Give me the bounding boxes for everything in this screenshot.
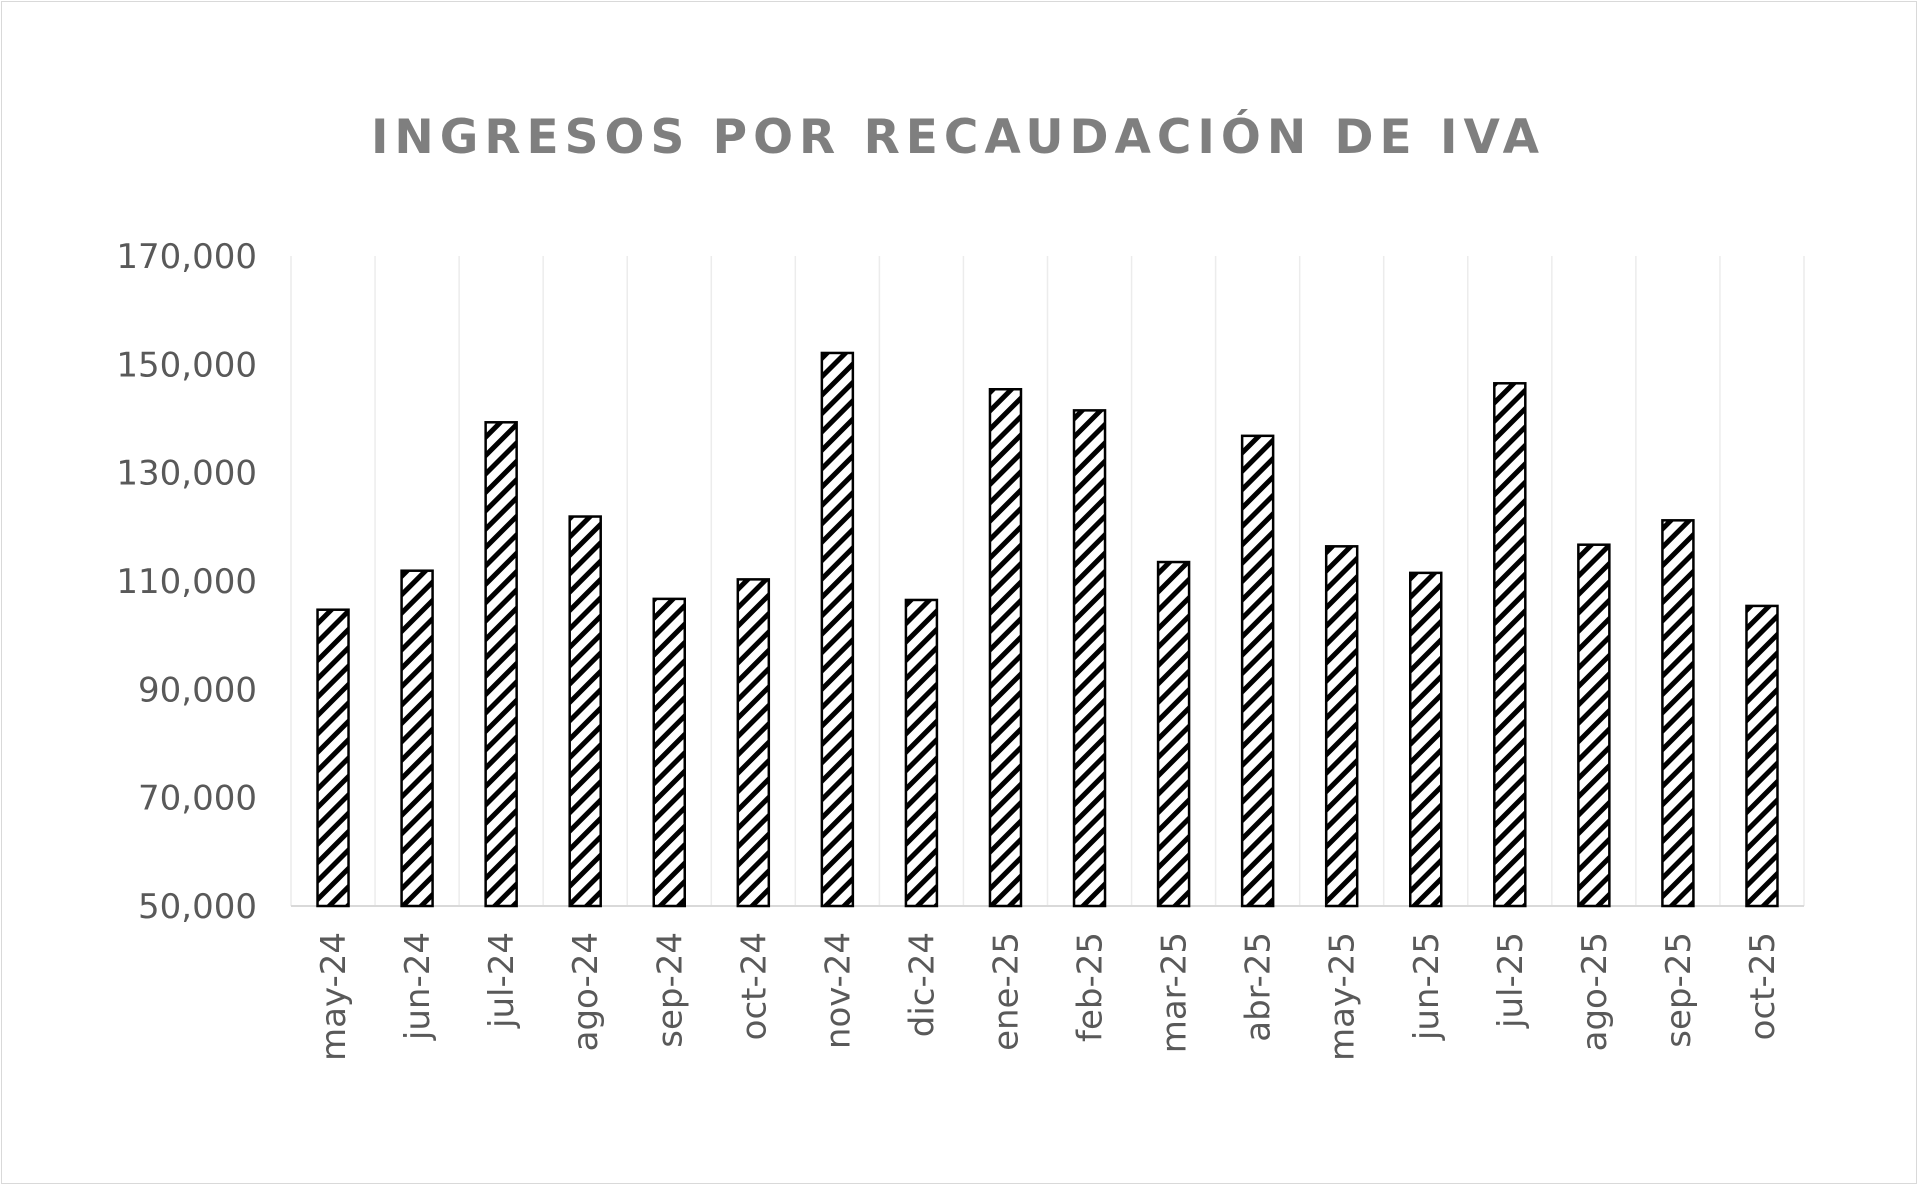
bar-jun-24 bbox=[400, 569, 434, 908]
bar-jun-25 bbox=[1409, 571, 1443, 908]
x-tick-label: jul-25 bbox=[1491, 932, 1531, 1029]
chart-title: INGRESOS POR RECAUDACIÓN DE IVA bbox=[371, 110, 1545, 165]
x-tick-label: dic-24 bbox=[902, 932, 942, 1037]
bar-sep-25 bbox=[1661, 519, 1695, 908]
bar-ago-25 bbox=[1577, 543, 1611, 908]
x-tick-label: oct-25 bbox=[1743, 932, 1783, 1040]
x-tick-label: mar-25 bbox=[1155, 932, 1195, 1053]
bar-ene-25 bbox=[988, 388, 1023, 908]
x-tick-label: feb-25 bbox=[1071, 932, 1111, 1042]
x-tick-label: jun-24 bbox=[398, 932, 438, 1041]
bar-sep-24 bbox=[652, 597, 686, 908]
x-tick-label: ago-24 bbox=[566, 932, 606, 1051]
bar-feb-25 bbox=[1072, 409, 1107, 908]
bar-may-24 bbox=[316, 608, 350, 908]
y-tick-label: 70,000 bbox=[138, 779, 257, 819]
x-tick-label: sep-24 bbox=[650, 932, 690, 1048]
y-tick-label: 90,000 bbox=[138, 670, 257, 710]
bar-dic-24 bbox=[904, 598, 939, 908]
y-tick-label: 110,000 bbox=[116, 562, 257, 602]
bar-ago-24 bbox=[568, 515, 602, 908]
bar-oct-24 bbox=[736, 578, 771, 908]
x-tick-label: ago-25 bbox=[1575, 932, 1615, 1051]
bar-may-25 bbox=[1324, 545, 1359, 908]
x-tick-label: jun-25 bbox=[1407, 932, 1447, 1041]
bar-nov-24 bbox=[820, 351, 855, 908]
x-tick-label: nov-24 bbox=[818, 932, 858, 1049]
y-tick-label: 170,000 bbox=[116, 237, 257, 277]
bar-oct-25 bbox=[1745, 604, 1779, 908]
x-tick-label: may-24 bbox=[314, 932, 354, 1061]
y-tick-label: 50,000 bbox=[138, 887, 257, 927]
bar-abr-25 bbox=[1240, 434, 1275, 908]
x-tick-label: oct-24 bbox=[734, 932, 774, 1040]
x-tick-label: ene-25 bbox=[986, 932, 1026, 1051]
x-tick-label: abr-25 bbox=[1239, 932, 1279, 1042]
bar-jul-25 bbox=[1493, 382, 1527, 908]
y-tick-label: 130,000 bbox=[116, 454, 257, 494]
x-tick-label: may-25 bbox=[1323, 932, 1363, 1061]
x-tick-label: jul-24 bbox=[482, 932, 522, 1029]
bar-jul-24 bbox=[484, 421, 518, 908]
y-tick-label: 150,000 bbox=[116, 345, 257, 385]
x-tick-label: sep-25 bbox=[1659, 932, 1699, 1048]
bar-mar-25 bbox=[1156, 560, 1191, 908]
